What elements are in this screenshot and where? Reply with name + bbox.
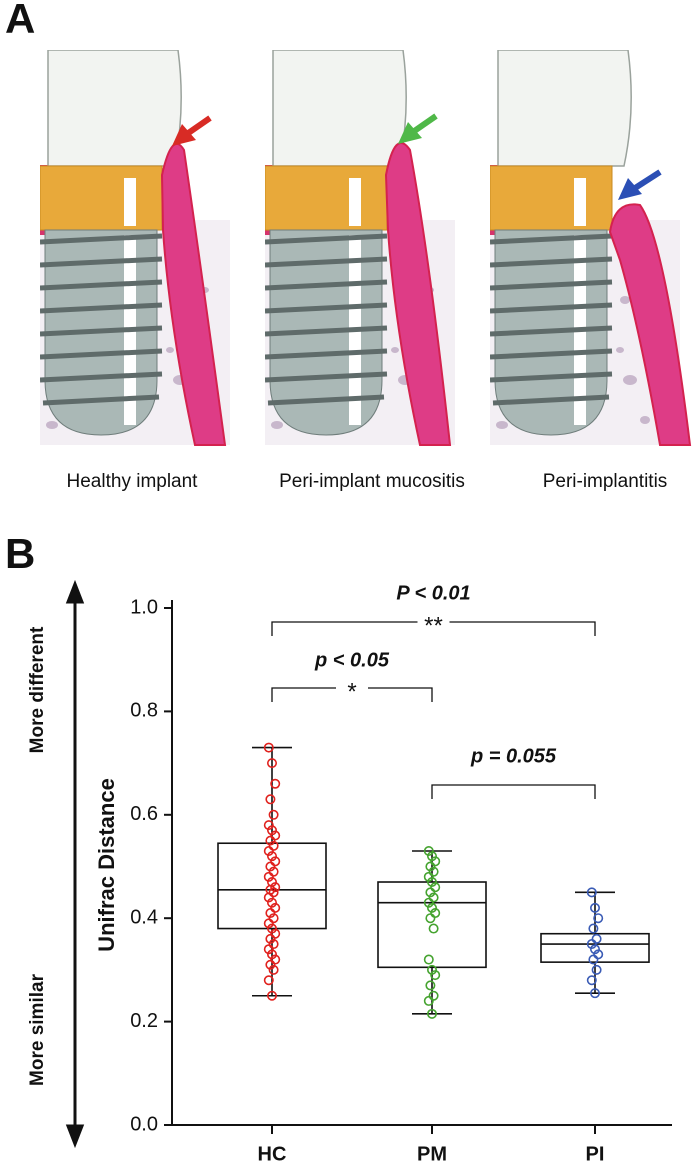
data-point bbox=[589, 944, 600, 955]
data-point bbox=[266, 825, 277, 836]
y-tick-label: 0.0 bbox=[130, 1113, 158, 1135]
caption: Peri-implantitis bbox=[543, 471, 668, 492]
data-point bbox=[423, 954, 434, 965]
data-point bbox=[425, 861, 436, 872]
p-value: p = 0.055 bbox=[470, 745, 557, 767]
caption: Healthy implant bbox=[67, 471, 199, 492]
data-point bbox=[263, 742, 274, 753]
data-point bbox=[426, 964, 437, 975]
data-point bbox=[263, 975, 274, 986]
y-tick-label: 0.8 bbox=[130, 700, 158, 722]
data-point bbox=[266, 851, 277, 862]
y-tick-label: 0.2 bbox=[130, 1010, 158, 1032]
significance-stars: * bbox=[347, 678, 356, 705]
data-point bbox=[265, 933, 276, 944]
data-point bbox=[423, 995, 434, 1006]
data-point bbox=[425, 913, 436, 924]
data-point bbox=[588, 923, 599, 934]
data-point bbox=[591, 933, 602, 944]
illustration bbox=[40, 50, 692, 445]
data-point bbox=[425, 980, 436, 991]
data-point bbox=[426, 877, 437, 888]
data-point bbox=[268, 964, 279, 975]
x-tick-label: PM bbox=[417, 1143, 447, 1165]
y-tick-label: 0.4 bbox=[130, 906, 158, 928]
p-value: P < 0.01 bbox=[396, 582, 470, 604]
data-point bbox=[263, 871, 274, 882]
y-axis-label: Unifrac Distance bbox=[94, 778, 119, 952]
data-point bbox=[265, 861, 276, 872]
data-point bbox=[586, 887, 597, 898]
data-point bbox=[265, 835, 276, 846]
data-point bbox=[423, 871, 434, 882]
data-point bbox=[266, 990, 277, 1001]
caption: Peri-implant mucositis bbox=[279, 471, 465, 492]
data-point bbox=[265, 959, 276, 970]
bracket-gap bbox=[417, 616, 450, 628]
data-point bbox=[588, 954, 599, 965]
data-point bbox=[423, 897, 434, 908]
data-point bbox=[266, 758, 277, 769]
data-point bbox=[428, 990, 439, 1001]
data-point bbox=[428, 923, 439, 934]
data-point bbox=[423, 845, 434, 856]
data-point bbox=[591, 964, 602, 975]
data-point bbox=[263, 944, 274, 955]
data-point bbox=[430, 970, 441, 981]
y-tick-label: 1.0 bbox=[130, 596, 158, 618]
data-point bbox=[586, 975, 597, 986]
data-point bbox=[265, 908, 276, 919]
box bbox=[377, 881, 487, 969]
data-point bbox=[263, 820, 274, 831]
box bbox=[217, 842, 327, 930]
box bbox=[540, 932, 650, 963]
bracket-gap bbox=[336, 682, 368, 694]
x-tick-label: HC bbox=[258, 1143, 287, 1165]
data-point bbox=[426, 851, 437, 862]
data-point bbox=[426, 1008, 437, 1019]
data-point bbox=[263, 892, 274, 903]
data-point bbox=[263, 918, 274, 929]
x-tick-label: PI bbox=[586, 1143, 605, 1165]
data-point bbox=[263, 845, 274, 856]
data-point bbox=[426, 902, 437, 913]
data-point bbox=[589, 988, 600, 999]
side-label: More different bbox=[27, 626, 48, 753]
panel-label: B bbox=[5, 530, 35, 577]
significance-stars: ** bbox=[424, 612, 443, 639]
significance-bracket bbox=[431, 784, 596, 799]
data-point bbox=[270, 882, 281, 893]
data-point bbox=[589, 902, 600, 913]
data-point bbox=[270, 778, 281, 789]
data-point bbox=[268, 809, 279, 820]
data-point bbox=[266, 949, 277, 960]
y-tick-label: 0.6 bbox=[130, 803, 158, 825]
side-label: More similar bbox=[27, 973, 48, 1086]
p-value: p < 0.05 bbox=[314, 649, 390, 671]
panel-label: A bbox=[5, 0, 35, 42]
data-point bbox=[586, 939, 597, 950]
data-point bbox=[265, 794, 276, 805]
data-point bbox=[593, 913, 604, 924]
scale-arrow bbox=[65, 579, 85, 1149]
data-point bbox=[266, 923, 277, 934]
data-point bbox=[425, 887, 436, 898]
data-point bbox=[266, 897, 277, 908]
plot: 0.0 0.2 0.4 0.6 0.8 1.0 HC PM PI ** P < 0.01 * p < 0… bbox=[130, 582, 650, 1165]
